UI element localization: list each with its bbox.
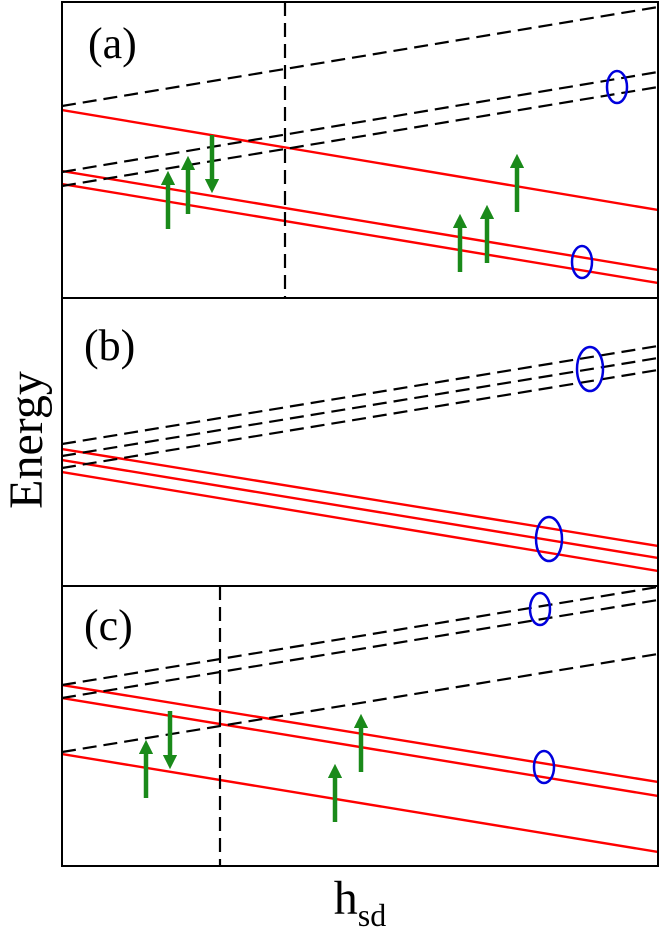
dashed-level-line [62,652,658,754]
x-axis-label-subscript: sd [358,897,386,933]
solid-level-line [62,169,658,272]
dashed-level-line [62,586,658,687]
dashed-level-line [62,5,658,108]
dashed-level-line [62,70,658,174]
solid-level-line [62,458,658,560]
dashed-level-line [62,368,658,470]
x-axis-label-main: h [334,872,358,925]
dashed-level-line [62,85,658,188]
y-axis-label: Energy [0,371,53,509]
crossing-circle [575,345,605,393]
dashed-level-line [62,344,658,446]
crossing-circle [534,515,564,563]
crossing-circle [570,244,594,280]
panel-b: (b) [62,321,658,573]
panel-a: (a) [62,2,658,298]
dashed-level-line [62,356,658,458]
panel-c: (c) [62,586,658,866]
figure-frame [61,1,659,867]
panel-label-b: (b) [84,321,135,370]
crossing-circle [532,749,556,785]
panel-label-a: (a) [88,19,137,68]
crossing-circle [605,69,629,105]
solid-level-line [62,182,658,285]
solid-level-line [62,470,658,573]
solid-level-line [62,447,658,548]
dashed-level-line [62,598,658,700]
crossing-circle [528,591,552,627]
panel-label-c: (c) [84,601,133,650]
solid-level-line [62,108,658,212]
x-axis-label: hsd [334,872,386,933]
solid-level-line [62,752,658,854]
